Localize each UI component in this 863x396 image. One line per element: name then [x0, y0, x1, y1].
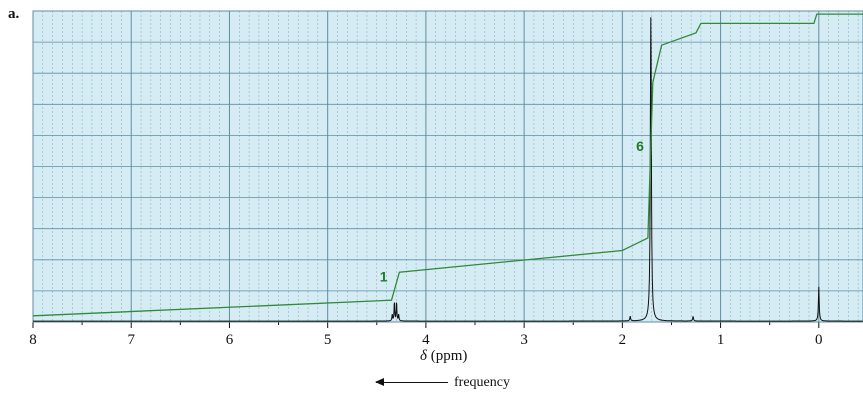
panel-label: a.	[8, 6, 20, 22]
x-tick-label: 5	[324, 332, 332, 348]
x-tick-label: 1	[717, 332, 725, 348]
integration-label: 6	[636, 138, 644, 154]
spectrum-trace	[33, 17, 863, 322]
integration-curve	[32, 13, 863, 317]
plot-border	[32, 10, 863, 323]
ppm-unit: (ppm)	[426, 348, 468, 364]
x-tick-label: 0	[815, 332, 823, 348]
x-tick-label: 6	[226, 332, 234, 348]
frequency-indicator: frequency	[375, 375, 510, 391]
integration-label: 1	[380, 269, 388, 285]
x-tick-label: 8	[29, 332, 37, 348]
x-tick-label: 7	[127, 332, 135, 348]
x-tick-label: 4	[422, 332, 430, 348]
left-arrow-icon	[375, 378, 448, 387]
delta-symbol: δ	[420, 348, 427, 364]
x-tick-label: 2	[619, 332, 627, 348]
x-axis-label: δ (ppm)	[420, 348, 467, 365]
frequency-label: frequency	[454, 375, 510, 390]
x-tick-label: 3	[520, 332, 528, 348]
